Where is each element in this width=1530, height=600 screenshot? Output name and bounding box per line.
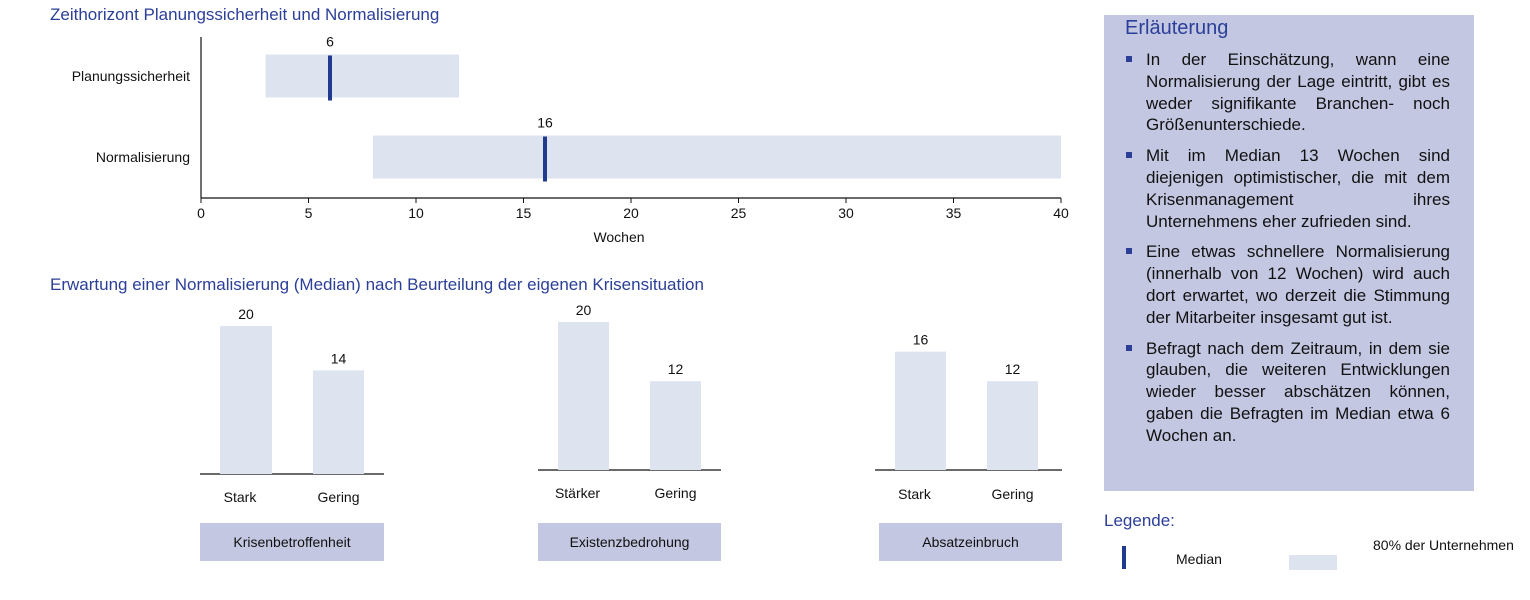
bullet-icon [1126,248,1132,255]
bar-category-label: Stärker [555,485,600,501]
bar-data-label: 20 [576,302,592,318]
bar [987,381,1038,470]
bar-data-label: 20 [238,306,254,322]
explanation-item: Mit im Median 13 Wochen sind diejenigen … [1126,145,1450,232]
bar-data-label: 16 [913,332,929,348]
bar-data-label: 12 [668,361,684,377]
bar-category-label: Gering [991,486,1033,502]
legend-range-label: 80% der Unternehmen [1373,537,1514,554]
explanation-text: In der Einschätzung, wann eine Normalisi… [1146,50,1450,135]
top-chart-title: Zeithorizont Planungssicherheit und Norm… [50,5,440,24]
bar [558,322,609,470]
x-tick-label: 0 [197,205,205,221]
x-tick-label: 35 [946,205,962,221]
y-category-label: Planungssicherheit [72,68,190,84]
group-label-krisenbetroffenheit: Krisenbetroffenheit [200,523,384,561]
median-marker [328,55,332,101]
x-tick-label: 25 [731,205,747,221]
explanation-item: In der Einschätzung, wann eine Normalisi… [1126,49,1450,136]
bar [895,351,946,470]
legend-median-label: Median [1176,551,1222,567]
range-bar [265,54,459,98]
explanation-text: Befragt nach dem Zeitraum, in dem sie gl… [1146,338,1450,445]
range-bar [373,135,1061,179]
bar-category-label: Stark [224,489,258,505]
bar [650,381,701,470]
explanation-text: Mit im Median 13 Wochen sind diejenigen … [1146,146,1450,231]
x-tick-label: 5 [305,205,313,221]
x-tick-label: 15 [516,205,532,221]
bar-chart-krisenbetroffenheit: 20 Stark 14 Gering 20 Stärker 12 Gering 16 Stark 1… [200,302,1062,505]
bullet-icon [1126,56,1132,62]
bar-data-label: 12 [1005,361,1021,377]
explanation-item: Eine etwas schnellere Normalisierung (in… [1126,241,1450,328]
group-label-absatzeinbruch: Absatzeinbruch [879,523,1062,561]
median-data-label: 6 [326,34,334,50]
legend-range-line: 80% der Unternehmen [1373,537,1514,553]
bar [220,326,272,474]
bullet-icon [1126,152,1132,159]
x-tick-label: 40 [1053,205,1069,221]
legend-median-swatch [1122,546,1126,569]
bar-category-label: Gering [317,489,359,505]
x-axis-title: Wochen [593,229,644,245]
bullet-icon [1126,344,1132,351]
bar-category-label: Stark [898,486,932,502]
legend-range-swatch [1289,555,1337,570]
x-tick-label: 10 [408,205,424,221]
group-label-existenzbedrohung: Existenzbedrohung [538,523,721,561]
legend-title: Legende: [1104,511,1175,530]
explanation-text: Eine etwas schnellere Normalisierung (in… [1146,242,1450,327]
explanation-item: Befragt nach dem Zeitraum, in dem sie gl… [1126,338,1450,447]
explanation-panel: Erläuterung In der Einschätzung, wann ei… [1104,15,1474,491]
explanation-list: In der Einschätzung, wann eine Normalisi… [1126,49,1450,456]
bar [313,370,364,474]
bar-category-label: Gering [654,485,696,501]
explanation-title: Erläuterung [1125,17,1229,39]
median-marker [543,136,547,182]
median-data-label: 16 [537,115,553,131]
bar-data-label: 14 [331,350,347,366]
y-category-label: Normalisierung [96,149,190,165]
bottom-chart-title: Erwartung einer Normalisierung (Median) … [50,275,704,294]
range-chart: 0 5 10 15 20 25 30 35 40 Wochen Planungssicherheit… [72,34,1069,246]
x-tick-label: 20 [623,205,639,221]
x-tick-label: 30 [838,205,854,221]
